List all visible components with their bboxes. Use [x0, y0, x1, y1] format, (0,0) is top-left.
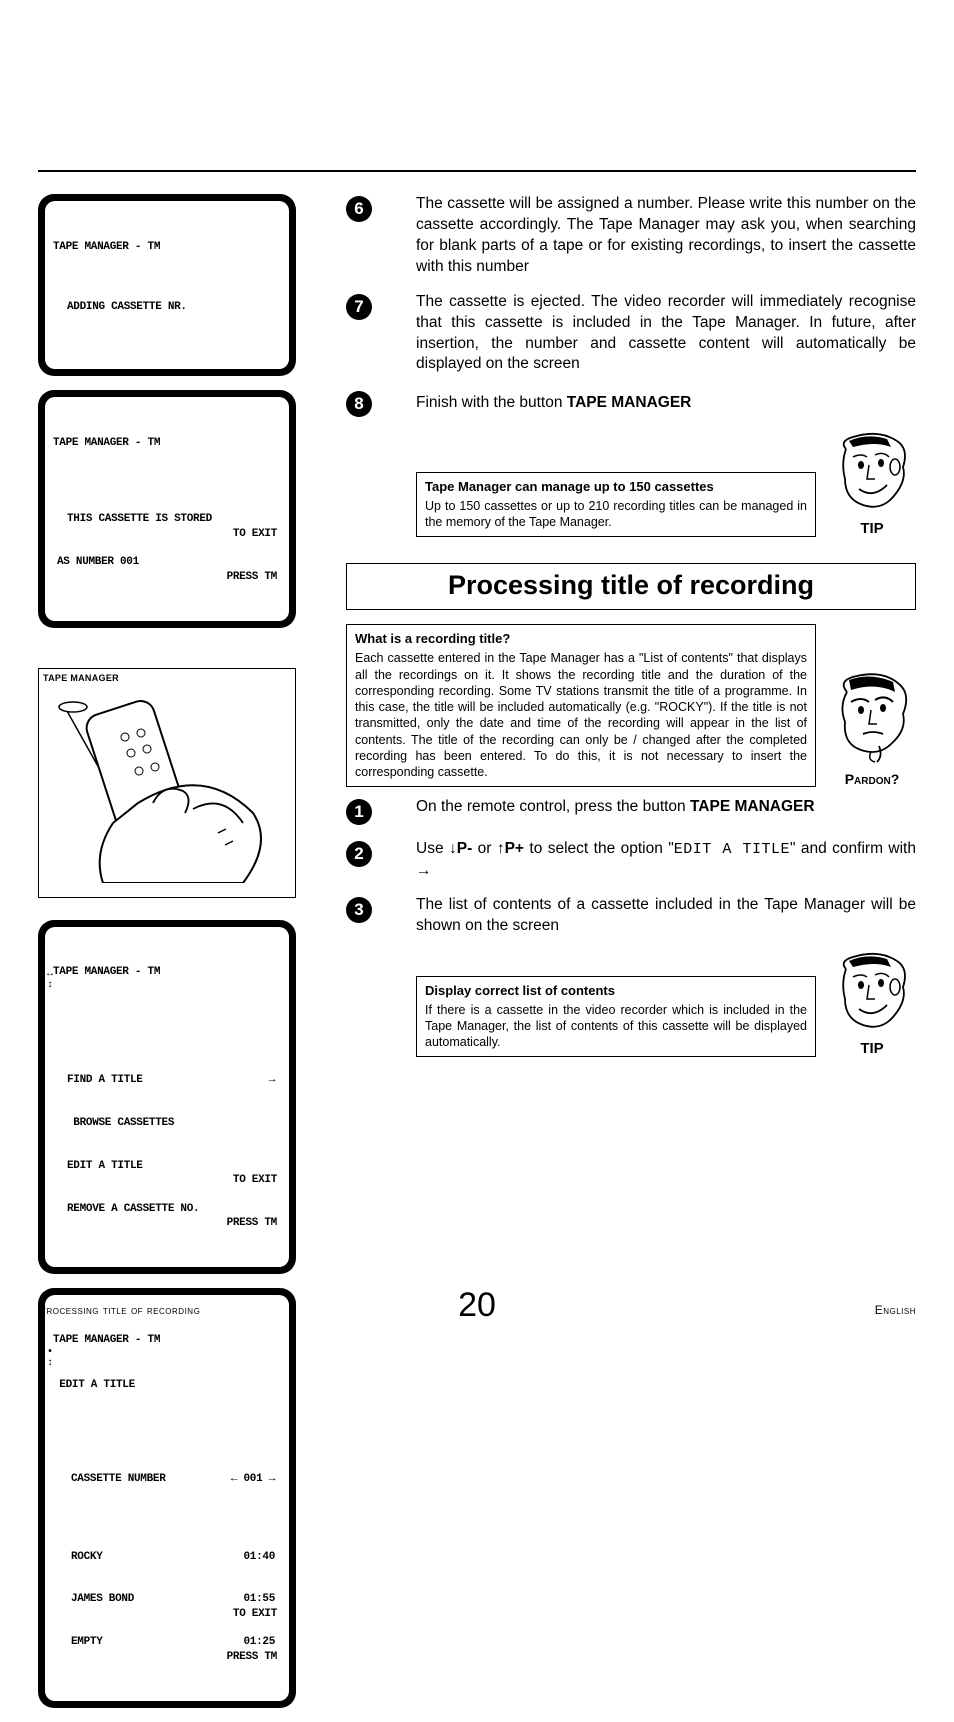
- tv-footer: TO EXIT PRESS TM: [214, 1144, 277, 1258]
- tv-subtitle: EDIT A TITLE: [53, 1378, 281, 1392]
- tip-body: Up to 150 cassettes or up to 210 recordi…: [425, 498, 807, 531]
- step-text: Finish with the button TAPE MANAGER: [416, 393, 916, 414]
- step-badge: 7: [346, 294, 372, 320]
- arrow-indicator: ↔ ↕: [47, 969, 53, 991]
- tv-screen-adding-cassette: TAPE MANAGER - TM ADDING CASSETTE NR.: [38, 194, 296, 376]
- tip-caption: TIP: [828, 520, 916, 537]
- tv-body: ADDING CASSETTE NR.: [53, 294, 281, 314]
- tv-inner: TAPE MANAGER - TM THIS CASSETTE IS STORE…: [45, 397, 289, 621]
- step-text: The list of contents of a cassette inclu…: [416, 895, 916, 937]
- button-label: P-: [457, 840, 473, 857]
- step-2: 2 Use ↓P- or ↑P+ to select the option "E…: [346, 839, 916, 881]
- page-footer: Processing title of recording 20 English: [38, 1303, 916, 1317]
- tv-footer: TO EXIT PRESS TM: [214, 1578, 277, 1692]
- t: " and confirm with: [790, 840, 916, 857]
- tip-box: Display correct list of contents If ther…: [416, 976, 816, 1058]
- step-3: 3 The list of contents of a cassette inc…: [346, 895, 916, 937]
- tv-footer-line1: TO EXIT: [214, 1607, 277, 1621]
- t: to select the option ": [524, 840, 674, 857]
- down-arrow-icon: ↓: [449, 840, 457, 857]
- tip-row-2: Display correct list of contents If ther…: [416, 951, 916, 1057]
- step-7: 7 The cassette is ejected. The video rec…: [346, 292, 916, 376]
- step-text: The cassette will be assigned a number. …: [416, 194, 916, 278]
- cassette-number-value: ← 001 →: [231, 1472, 281, 1486]
- pardon-box: What is a recording title? Each cassette…: [346, 624, 816, 787]
- t: Use: [416, 840, 449, 857]
- footer-right: English: [875, 1303, 916, 1317]
- arrow-right-icon: →: [269, 1073, 281, 1087]
- button-label: TAPE MANAGER: [567, 394, 692, 411]
- pardon-row: What is a recording title? Each cassette…: [346, 624, 916, 787]
- step-badge: 1: [346, 799, 372, 825]
- cassette-number-label: CASSETTE NUMBER: [71, 1472, 166, 1486]
- tv-footer: TO EXIT PRESS TM: [214, 498, 277, 612]
- step-text: On the remote control, press the button …: [416, 797, 916, 818]
- tip-row: Tape Manager can manage up to 150 casset…: [416, 431, 916, 537]
- step-text: Use ↓P- or ↑P+ to select the option "EDI…: [416, 839, 916, 881]
- step-badge: 3: [346, 897, 372, 923]
- tv-footer-line1: TO EXIT: [214, 527, 277, 541]
- pardon-title: What is a recording title?: [355, 631, 807, 648]
- menu-item: BROWSE CASSETTES: [53, 1116, 281, 1130]
- tip-caption: TIP: [828, 1040, 916, 1057]
- title-cell: ROCKY: [71, 1550, 103, 1564]
- step-text: The cassette is ejected. The video recor…: [416, 292, 916, 376]
- tv-footer-line2: PRESS TM: [214, 570, 277, 584]
- tv-screen-stored-number: TAPE MANAGER - TM THIS CASSETTE IS STORE…: [38, 390, 296, 628]
- pardon-body: Each cassette entered in the Tape Manage…: [355, 650, 807, 780]
- left-column: TAPE MANAGER - TM ADDING CASSETTE NR. TA…: [38, 194, 296, 1722]
- step-text-pre: Finish with the button: [416, 394, 567, 411]
- step-8: 8 Finish with the button TAPE MANAGER: [346, 389, 916, 417]
- tip-box: Tape Manager can manage up to 150 casset…: [416, 472, 816, 537]
- tip-face: TIP: [828, 431, 916, 537]
- step-badge: 8: [346, 391, 372, 417]
- top-rule: [38, 170, 916, 172]
- tv-inner: TAPE MANAGER - TM ADDING CASSETTE NR.: [45, 201, 289, 369]
- pardon-face: Pardon?: [828, 672, 916, 787]
- step-badge: 2: [346, 841, 372, 867]
- pardon-face-icon: [831, 672, 913, 764]
- tv-inner: TAPE MANAGER - TM EDIT A TITLE • ↕ CASSE…: [45, 1295, 289, 1701]
- tip-face-icon: [831, 431, 913, 513]
- tv-title: TAPE MANAGER - TM: [53, 1333, 281, 1347]
- tv-footer-line1: TO EXIT: [214, 1173, 277, 1187]
- step-badge: 6: [346, 196, 372, 222]
- page-number: 20: [458, 1286, 496, 1325]
- arrow-indicator: • ↕: [47, 1347, 53, 1369]
- right-column: 6 The cassette will be assigned a number…: [346, 194, 916, 1722]
- up-arrow-icon: ↑: [497, 840, 505, 857]
- tip-face: TIP: [828, 951, 916, 1057]
- remote-illustration: TAPE MANAGER: [38, 668, 296, 898]
- title-cell: EMPTY: [71, 1635, 103, 1649]
- tv-footer-line2: PRESS TM: [214, 1216, 277, 1230]
- pardon-caption: Pardon?: [828, 771, 916, 787]
- mono-label: EDIT A TITLE: [674, 841, 790, 858]
- tv-title: TAPE MANAGER - TM: [53, 436, 281, 450]
- tip-face-icon: [831, 951, 913, 1033]
- menu-item: FIND A TITLE: [67, 1073, 143, 1087]
- step-text-pre: On the remote control, press the button: [416, 798, 690, 815]
- page-columns: TAPE MANAGER - TM ADDING CASSETTE NR. TA…: [38, 194, 916, 1722]
- tip-body: If there is a cassette in the video reco…: [425, 1002, 807, 1051]
- button-label: TAPE MANAGER: [690, 798, 815, 815]
- tv-screen-menu: TAPE MANAGER - TM ↔ ↕ FIND A TITLE → BRO…: [38, 920, 296, 1274]
- duration-cell: 01:40: [243, 1550, 281, 1564]
- hand-remote-icon: [43, 683, 289, 883]
- remote-label: TAPE MANAGER: [43, 673, 291, 683]
- tv-title: TAPE MANAGER - TM: [53, 240, 281, 254]
- t: or: [472, 840, 497, 857]
- right-arrow-icon: →: [416, 862, 432, 879]
- footer-left: Processing title of recording: [38, 1303, 200, 1317]
- tv-title: TAPE MANAGER - TM: [53, 965, 281, 979]
- button-label: P+: [505, 840, 524, 857]
- tv-inner: TAPE MANAGER - TM ↔ ↕ FIND A TITLE → BRO…: [45, 927, 289, 1267]
- section-heading: Processing title of recording: [346, 563, 916, 610]
- title-cell: JAMES BOND: [71, 1592, 134, 1606]
- tip-title: Display correct list of contents: [425, 983, 807, 1000]
- tv-footer-line2: PRESS TM: [214, 1650, 277, 1664]
- tip-title: Tape Manager can manage up to 150 casset…: [425, 479, 807, 496]
- step-1: 1 On the remote control, press the butto…: [346, 797, 916, 825]
- step-6: 6 The cassette will be assigned a number…: [346, 194, 916, 278]
